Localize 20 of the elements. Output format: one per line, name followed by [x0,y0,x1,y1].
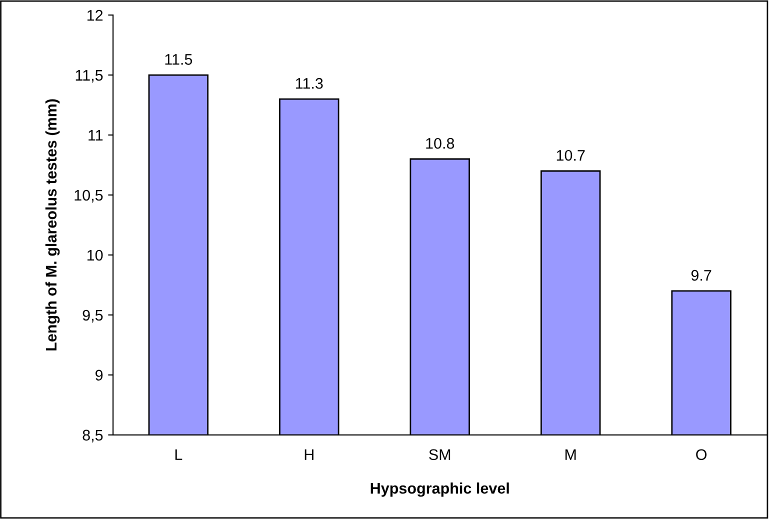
x-tick-label: L [175,449,182,460]
x-tick-label: M [565,449,576,460]
y-tick-label: 10 [87,250,103,261]
y-tick-label: 11,5 [76,70,103,83]
x-tick-label: H [304,449,314,460]
y-tick-label: 8,5 [82,430,103,442]
data-label: 11.5 [165,54,192,65]
data-label: 10.7 [556,150,585,161]
data-label: 11.3 [296,78,323,89]
x-tick-label: SM [429,449,450,460]
y-tick-label: 10,5 [74,190,103,202]
y-tick-label: 11 [88,130,103,141]
data-label: 10.8 [426,138,454,149]
y-tick-label: 12 [87,10,103,21]
y-tick-label: 9,5 [82,310,103,322]
y-tick-label: 9 [96,370,103,381]
x-axis-title: Hypsographic level [370,482,509,497]
x-tick-label: O [696,449,707,460]
data-label: 9.7 [691,270,712,281]
y-axis-title: Length of M. glareolus testes (mm) [45,99,60,350]
